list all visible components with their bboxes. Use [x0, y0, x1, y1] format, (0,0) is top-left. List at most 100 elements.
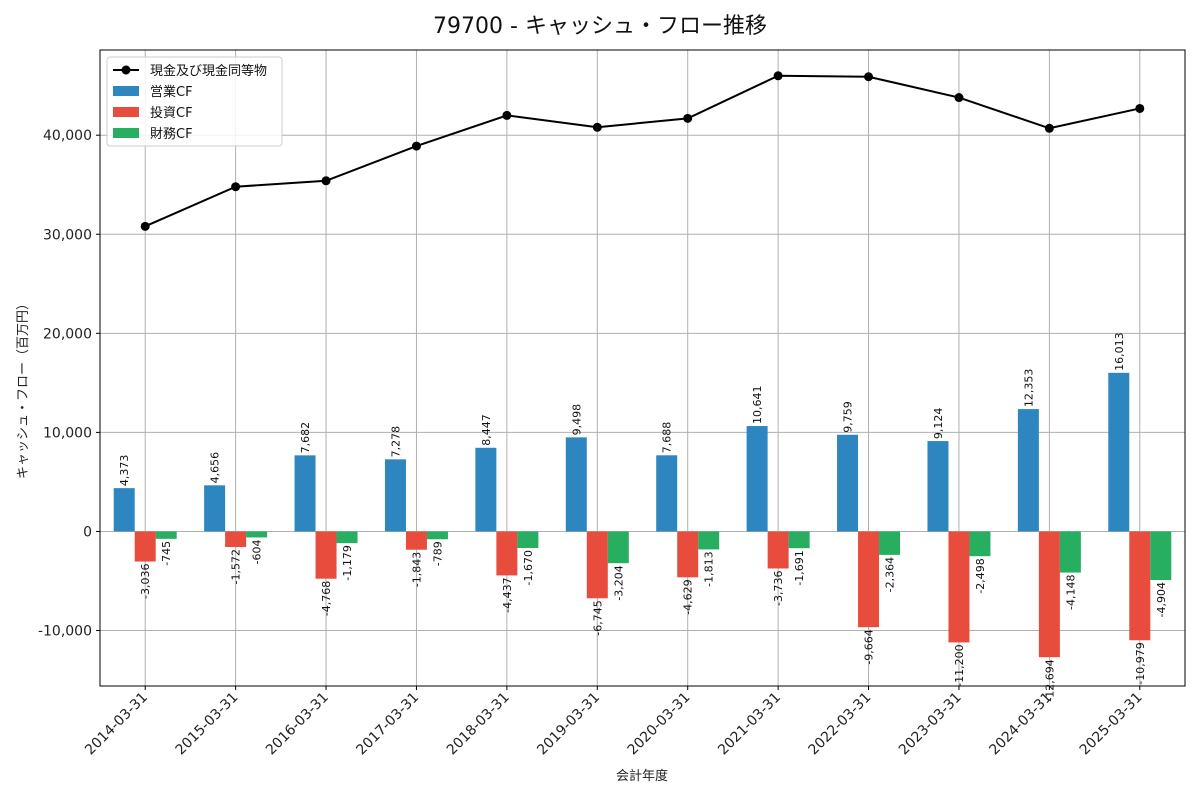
- data-label: 9,759: [842, 401, 855, 433]
- y-tick-label: 30,000: [43, 227, 92, 243]
- data-label: -1,572: [230, 549, 243, 584]
- data-label: -3,036: [139, 564, 152, 599]
- y-tick-label: 20,000: [43, 326, 92, 342]
- legend: 現金及び現金同等物 営業CF 投資CF 財務CF: [106, 56, 283, 147]
- x-tick-label: 2025-03-31: [1077, 690, 1146, 759]
- legend-swatch-financing: [113, 128, 139, 138]
- legend-label-cash: 現金及び現金同等物: [150, 63, 267, 79]
- chart-title: 79700 - キャッシュ・フロー推移: [433, 14, 767, 39]
- cash-point: [231, 182, 241, 192]
- y-tick-label: 0: [83, 524, 92, 540]
- bar-財務CF: [969, 531, 991, 557]
- bars-layer: [113, 372, 1172, 658]
- bar-labels-layer: 4,373 4,656 7,682 7,278 8,447 9,498 7,688 10,64…: [118, 332, 1168, 701]
- data-label: -3,204: [612, 565, 625, 600]
- axes-layer: -10,000 0 10,000 20,000 30,000 40,000 2014-03-…: [38, 49, 1186, 759]
- data-label: -12,694: [1043, 659, 1056, 701]
- bar-営業CF: [113, 488, 135, 532]
- line-layer: [140, 71, 1145, 231]
- data-label: -6,745: [591, 600, 604, 635]
- data-label: -2,364: [884, 557, 897, 592]
- legend-label-operating: 営業CF: [150, 84, 193, 100]
- cash-point: [592, 122, 602, 132]
- bar-営業CF: [927, 441, 949, 532]
- data-label: -1,691: [793, 550, 806, 585]
- data-label: -1,813: [703, 551, 716, 586]
- cash-point: [140, 221, 150, 231]
- cash-point: [1135, 103, 1145, 113]
- y-tick-label: -10,000: [38, 624, 92, 640]
- x-tick-label: 2018-03-31: [444, 690, 513, 759]
- x-axis-title: 会計年度: [616, 768, 668, 784]
- bar-投資CF: [315, 531, 337, 579]
- bar-営業CF: [475, 447, 497, 532]
- bar-営業CF: [656, 455, 678, 532]
- bar-投資CF: [1038, 531, 1060, 658]
- cash-point: [773, 71, 783, 81]
- data-label: 4,373: [118, 455, 131, 487]
- bar-投資CF: [405, 531, 427, 550]
- legend-swatch-operating: [113, 86, 139, 96]
- bar-投資CF: [1129, 531, 1151, 641]
- bar-投資CF: [586, 531, 608, 599]
- bar-投資CF: [767, 531, 789, 569]
- bar-財務CF: [607, 531, 629, 564]
- x-tick-label: 2022-03-31: [806, 690, 875, 759]
- y-tick-label: 40,000: [43, 128, 92, 144]
- x-tick-label: 2016-03-31: [263, 690, 332, 759]
- bar-営業CF: [837, 434, 859, 532]
- data-label: 12,353: [1022, 369, 1035, 408]
- data-label: 16,013: [1113, 332, 1126, 371]
- bar-営業CF: [204, 485, 226, 532]
- bar-営業CF: [294, 455, 316, 532]
- data-label: -1,843: [410, 552, 423, 587]
- data-label: -4,148: [1064, 575, 1077, 610]
- data-label: 8,447: [480, 414, 493, 446]
- bar-投資CF: [496, 531, 518, 576]
- bar-財務CF: [1150, 531, 1172, 581]
- bar-財務CF: [698, 531, 720, 550]
- data-label: -11,200: [953, 644, 966, 686]
- data-label: 7,682: [299, 422, 312, 454]
- data-label: 9,124: [932, 408, 945, 440]
- data-label: -789: [431, 541, 444, 566]
- data-label: -1,179: [341, 545, 354, 580]
- data-label: -4,904: [1155, 582, 1168, 617]
- data-label: -4,437: [501, 577, 514, 612]
- data-label: -4,629: [682, 579, 695, 614]
- x-tick-label: 2020-03-31: [625, 690, 694, 759]
- bar-営業CF: [384, 459, 406, 532]
- x-tick-label: 2019-03-31: [534, 690, 603, 759]
- data-label: -4,768: [320, 581, 333, 616]
- bar-営業CF: [1108, 372, 1130, 532]
- bar-財務CF: [1059, 531, 1081, 573]
- bar-財務CF: [879, 531, 901, 555]
- data-label: 10,641: [751, 386, 764, 425]
- x-tick-label: 2017-03-31: [353, 690, 422, 759]
- bar-投資CF: [677, 531, 699, 578]
- y-axis-title: キャッシュ・フロー（百万円）: [16, 297, 31, 479]
- legend-label-investing: 投資CF: [150, 105, 193, 121]
- cash-point: [502, 110, 512, 120]
- bar-営業CF: [565, 437, 587, 532]
- legend-line-marker: [121, 65, 131, 75]
- bar-財務CF: [426, 531, 448, 540]
- data-label: 9,498: [570, 404, 583, 436]
- bar-営業CF: [746, 426, 768, 532]
- bar-財務CF: [246, 531, 268, 538]
- bar-投資CF: [948, 531, 970, 643]
- bar-財務CF: [788, 531, 810, 549]
- cash-point: [864, 72, 874, 82]
- bar-投資CF: [858, 531, 880, 628]
- cash-point: [683, 113, 693, 123]
- data-label: -9,664: [863, 629, 876, 664]
- data-label: -604: [251, 539, 264, 564]
- data-label: -1,670: [522, 550, 535, 585]
- cash-line: [144, 74, 1141, 228]
- legend-box: [106, 56, 283, 147]
- data-label: -745: [160, 541, 173, 566]
- cash-point: [1044, 123, 1054, 133]
- y-tick-label: 10,000: [43, 425, 92, 441]
- x-tick-label: 2015-03-31: [173, 690, 242, 759]
